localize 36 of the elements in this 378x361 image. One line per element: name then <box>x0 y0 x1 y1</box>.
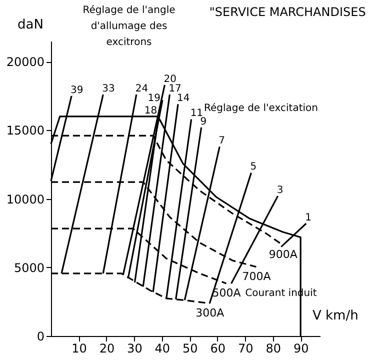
x-tick-label: 70 <box>238 342 254 356</box>
x-tick-label: 10 <box>72 342 87 356</box>
series-label: 14 <box>177 93 190 104</box>
x-tick-label: 30 <box>127 342 142 356</box>
y-tick-label: 0 <box>36 330 44 344</box>
series-label: 1 <box>305 212 312 224</box>
x-tick-label: 50 <box>182 342 198 356</box>
series-label: 24 <box>135 84 148 95</box>
series-label: 500A <box>212 286 242 300</box>
series-label: 9 <box>200 116 207 128</box>
x-tick-label: 80 <box>266 342 281 356</box>
y-tick-label: 15000 <box>6 124 44 138</box>
series-label: 5 <box>250 162 257 173</box>
series-label: 20 <box>164 74 176 85</box>
x-tick-label: 20 <box>99 342 115 356</box>
series-label: 7 <box>218 136 225 147</box>
y-axis-title: daN <box>18 18 44 32</box>
series-label: 300A <box>196 306 225 320</box>
series-label: 33 <box>102 84 115 95</box>
x-tick-label: 60 <box>210 342 226 356</box>
chart-title: "SERVICE MARCHANDISES <box>209 5 366 19</box>
y-tick-label: 10000 <box>6 192 44 206</box>
y-tick-label: 5000 <box>14 260 44 275</box>
series-label: 17 <box>168 84 182 95</box>
series-label: 19 <box>148 93 160 104</box>
series-label: 900A <box>268 248 298 262</box>
y-tick-label: 20000 <box>6 55 44 70</box>
series-label: 39 <box>70 84 84 96</box>
series-label: 18 <box>144 105 158 116</box>
x-tick-label: 40 <box>154 342 170 356</box>
annotation: Réglage de l'excitation <box>204 103 318 114</box>
series-label: 3 <box>276 185 284 196</box>
x-tick-label: 90 <box>293 342 309 356</box>
annotation: Réglage de l'angle d'allumage des excitrons <box>82 5 176 48</box>
series-label: 700A <box>242 270 272 283</box>
x-axis-title: V km/h <box>312 308 358 324</box>
